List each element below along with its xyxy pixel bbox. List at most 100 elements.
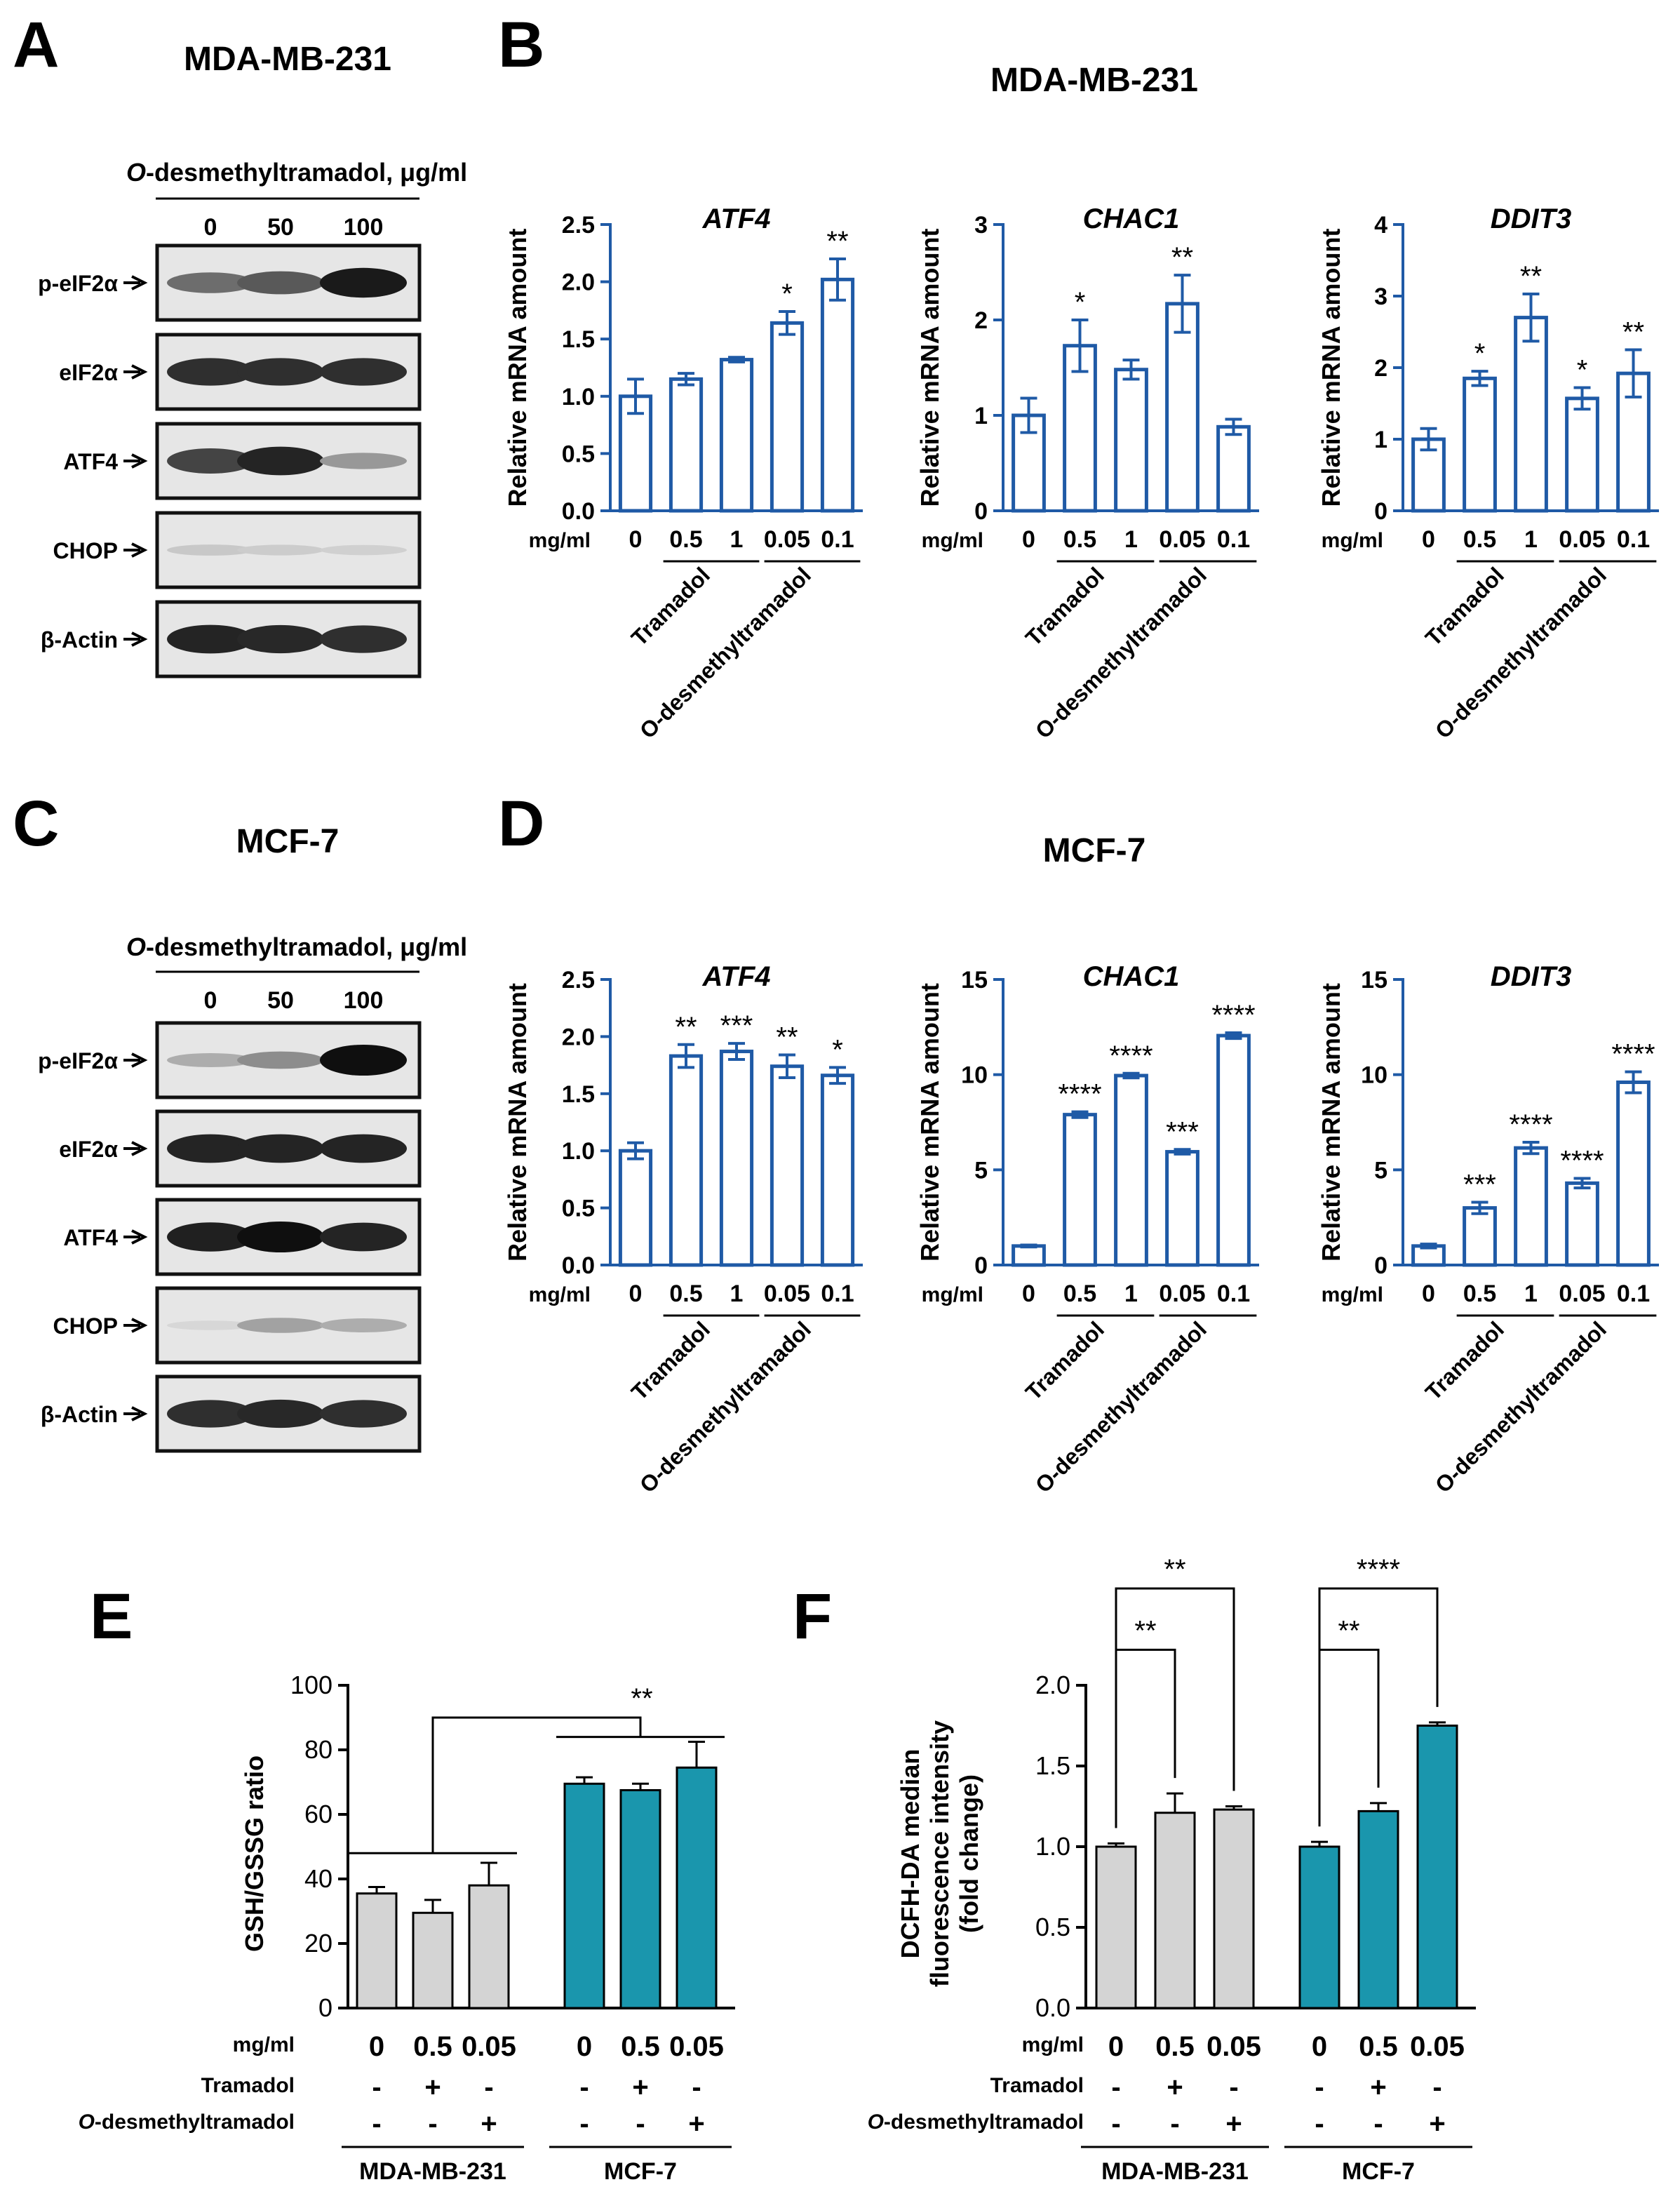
- bar: [1213, 1808, 1255, 2009]
- bar: [563, 1782, 605, 2009]
- chart-title: CHAC1: [1083, 961, 1180, 992]
- protein-band: [320, 358, 407, 386]
- y-axis-label: Relative mRNA amount: [915, 983, 944, 1262]
- blot-title: MCF-7: [236, 823, 340, 860]
- bar: [1012, 1244, 1046, 1267]
- odesmethyltramadol-sign: -: [1170, 2108, 1179, 2139]
- protein-band: [237, 624, 324, 654]
- row-label-odesmethyltramadol: O-desmethyltramadol: [868, 2110, 1084, 2134]
- bar: [1514, 316, 1548, 513]
- y-tick-label: 0.0: [1035, 1993, 1070, 2022]
- comparison-bracket: [1318, 1587, 1439, 1827]
- y-tick-label: 2.0: [562, 1024, 595, 1050]
- protein-label: ATF4: [63, 1225, 118, 1250]
- odesmethyltramadol-sign: -: [636, 2108, 645, 2139]
- protein-band: [320, 1134, 407, 1163]
- y-tick-label: 80: [304, 1735, 332, 1764]
- x-tick-label: 0.1: [1217, 1280, 1250, 1307]
- dose-label: 100: [344, 987, 384, 1014]
- bar: [1154, 1812, 1196, 2009]
- bar: [1095, 1845, 1137, 2009]
- dose-label: 50: [267, 987, 294, 1014]
- protein-band: [237, 1051, 324, 1069]
- y-tick-label: 2.0: [562, 269, 595, 296]
- arrow-icon: [123, 1229, 148, 1245]
- y-axis-label: Relative mRNA amount: [503, 983, 532, 1262]
- y-tick-label: 0.0: [562, 498, 595, 525]
- bar: [1165, 1150, 1199, 1267]
- unit-label: mg/ml: [1322, 1283, 1383, 1306]
- x-tick-label: 1: [1524, 526, 1538, 553]
- protein-band: [237, 1222, 324, 1252]
- unit-label: mg/ml: [233, 2033, 295, 2056]
- protein-band: [237, 446, 324, 476]
- y-tick-label: 1.5: [562, 1081, 595, 1108]
- unit-label: mg/ml: [1022, 2033, 1084, 2056]
- protein-band: [320, 1045, 407, 1076]
- x-tick-label: 1: [730, 1280, 744, 1307]
- protein-label: β-Actin: [41, 627, 118, 653]
- unit-label: mg/ml: [922, 1283, 983, 1306]
- y-tick-label: 1.5: [562, 326, 595, 353]
- x-tick-label: 0.5: [1359, 2031, 1398, 2062]
- y-axis-label-line: DCFH-DA median: [896, 1749, 925, 1959]
- chart-title: DDIT3: [1491, 961, 1572, 992]
- significance-stars: **: [675, 1012, 697, 1043]
- x-tick-label: 0.5: [621, 2031, 660, 2062]
- chart-title: CHAC1: [1083, 203, 1180, 234]
- x-tick-label: 0: [1312, 2031, 1327, 2062]
- protein-band: [167, 624, 254, 654]
- panel-label-d: D: [498, 788, 544, 859]
- tramadol-sign: -: [579, 2072, 589, 2103]
- dose-label: 50: [267, 214, 294, 241]
- unit-label: mg/ml: [1322, 529, 1383, 552]
- bar: [1514, 1146, 1548, 1267]
- panel-label-b: B: [498, 9, 544, 81]
- arrow-icon: [123, 631, 148, 647]
- tramadol-sign: +: [1167, 2072, 1183, 2103]
- treatment-label-rest: -desmethyltramadol, μg/ml: [146, 932, 467, 961]
- panel-d-title: MCF-7: [1043, 832, 1146, 869]
- protein-band: [167, 1222, 254, 1252]
- odesmethyltramadol-sign: -: [579, 2108, 589, 2139]
- significance-stars: ****: [1211, 1000, 1255, 1031]
- significance-stars: ****: [1509, 1109, 1552, 1140]
- tramadol-sign: -: [372, 2072, 381, 2103]
- unit-label: mg/ml: [529, 529, 591, 552]
- treatment-label-italic: O: [126, 158, 146, 187]
- y-tick-label: 3: [1374, 283, 1387, 310]
- odesmethyltramadol-sign: +: [481, 2108, 497, 2139]
- chart-e-gsh-gssg: 0 20 40 60 80 100 GSH/GSSG ratio 0 - - 0.5 + - 0.05 - +…: [79, 1671, 735, 2185]
- bar: [1565, 396, 1599, 513]
- x-tick-label: 0.05: [764, 526, 810, 553]
- y-tick-label: 100: [290, 1671, 332, 1699]
- bar: [770, 321, 805, 513]
- protein-band: [167, 358, 254, 386]
- x-tick-label: 0.1: [821, 526, 854, 553]
- x-tick-label: 0.1: [1217, 526, 1250, 553]
- bar: [412, 1911, 454, 2009]
- x-tick-label: 0: [1422, 1280, 1435, 1307]
- y-tick-label: 5: [1374, 1157, 1387, 1184]
- x-tick-label: 1: [730, 526, 744, 553]
- dose-label: 0: [204, 987, 217, 1014]
- tramadol-sign: -: [1229, 2072, 1238, 2103]
- dose-label: 0: [204, 214, 217, 241]
- x-tick-label: 0.5: [669, 1280, 702, 1307]
- y-tick-label: 0.5: [562, 441, 595, 467]
- protein-band: [167, 1053, 254, 1067]
- protein-band: [237, 358, 324, 386]
- bar: [1216, 424, 1251, 513]
- bar: [676, 1766, 718, 2009]
- y-tick-label: 60: [304, 1800, 332, 1828]
- protein-band: [320, 544, 407, 556]
- x-tick-label: 0.5: [1463, 1280, 1496, 1307]
- y-tick-label: 1.5: [1035, 1751, 1070, 1780]
- western-blot-mda-mb-231: MDA-MB-231 O-desmethyltramadol, μg/ml 0 50 1…: [38, 41, 467, 678]
- bar: [719, 1050, 754, 1267]
- x-tick-label: 0.1: [1617, 526, 1650, 553]
- protein-band: [167, 1400, 254, 1428]
- significance-stars: *: [781, 279, 793, 309]
- bar: [1357, 1809, 1399, 2009]
- x-tick-label: 0.5: [413, 2031, 452, 2062]
